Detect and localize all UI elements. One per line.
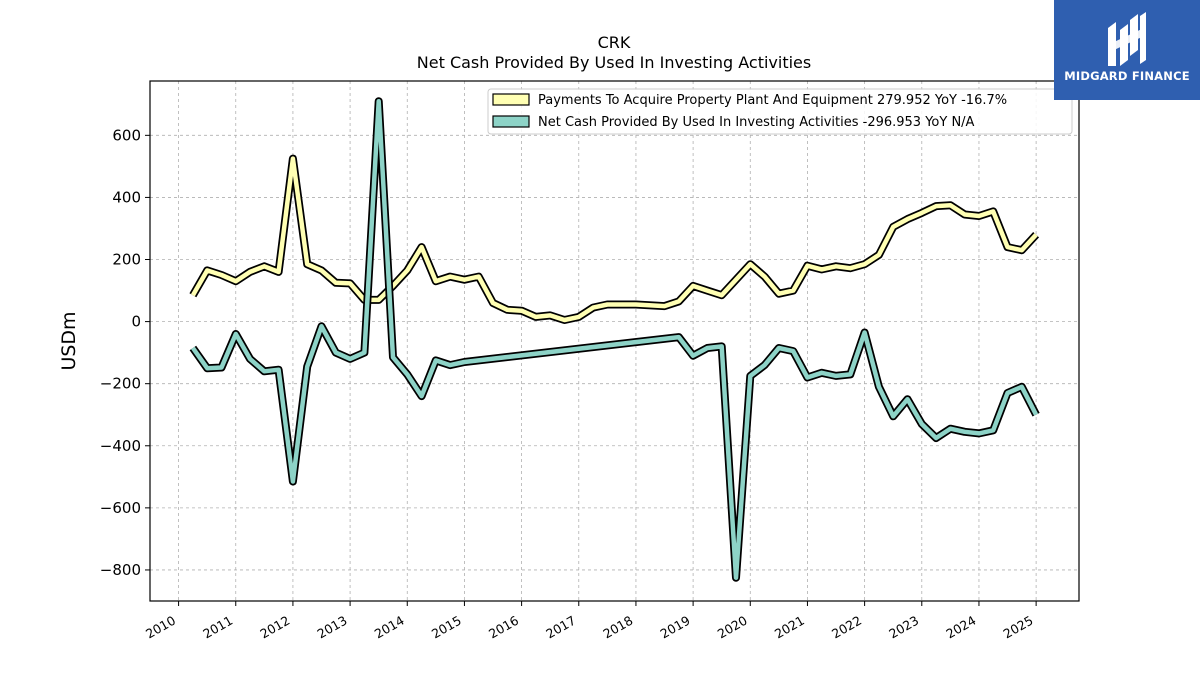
plot-area-frame [149, 80, 1080, 602]
y-tick-label: 400 [112, 188, 141, 206]
logo-wordmark: MIDGARD FINANCE [1064, 69, 1190, 83]
x-tick-label: 2019 [658, 613, 693, 642]
series-line-investing-outline [189, 97, 1040, 582]
legend-label-investing: Net Cash Provided By Used In Investing A… [538, 115, 975, 130]
x-tick-label: 2015 [429, 613, 464, 642]
y-tick-label: 600 [112, 126, 141, 144]
series-line-investing-stroke [191, 98, 1039, 580]
logo-mark-icon [1108, 12, 1146, 66]
x-tick-label: 2012 [257, 613, 292, 642]
y-tick-label: 200 [112, 251, 141, 269]
legend: Payments To Acquire Property Plant And E… [487, 88, 1073, 135]
series-lines [189, 97, 1040, 582]
chart-subtitle: Net Cash Provided By Used In Investing A… [417, 53, 811, 72]
x-tick-label: 2013 [315, 613, 350, 642]
series-line-capex [189, 154, 1040, 324]
x-tick-label: 2020 [715, 613, 750, 642]
y-tick-label: −400 [100, 437, 141, 455]
chart-title: CRK [598, 33, 631, 52]
x-tick-label: 2017 [543, 613, 578, 642]
x-tick-label: 2021 [772, 613, 807, 642]
midgard-finance-logo: MIDGARD FINANCE [1054, 0, 1200, 100]
series-line-capex-stroke [190, 156, 1038, 323]
y-tick-label: −600 [100, 499, 141, 517]
x-tick-label: 2023 [886, 613, 921, 642]
y-axis-ticks: −800 −600 −400 −200 0 200 400 600 [100, 126, 150, 579]
x-tick-label: 2022 [829, 613, 864, 642]
series-line-capex-outline [189, 154, 1040, 324]
x-tick-label: 2018 [600, 613, 635, 642]
x-tick-label: 2010 [143, 613, 178, 642]
legend-swatch-investing [492, 115, 530, 128]
x-tick-label: 2016 [486, 613, 521, 642]
y-axis-label: USDm [58, 311, 80, 370]
legend-box [487, 88, 1073, 135]
y-tick-label: −200 [100, 375, 141, 393]
y-tick-label: −800 [100, 561, 141, 579]
x-tick-label: 2024 [943, 613, 978, 642]
x-tick-label: 2011 [200, 613, 235, 642]
y-tick-label: 0 [131, 313, 141, 331]
legend-label-capex: Payments To Acquire Property Plant And E… [538, 93, 1007, 108]
x-tick-label: 2025 [1001, 613, 1036, 642]
series-line-investing [189, 97, 1040, 582]
legend-swatch-capex [492, 93, 530, 106]
x-tick-label: 2014 [372, 613, 407, 642]
x-axis-ticks: 2010 2011 2012 2013 2014 2015 2016 2017 2018 2019… [143, 601, 1037, 642]
